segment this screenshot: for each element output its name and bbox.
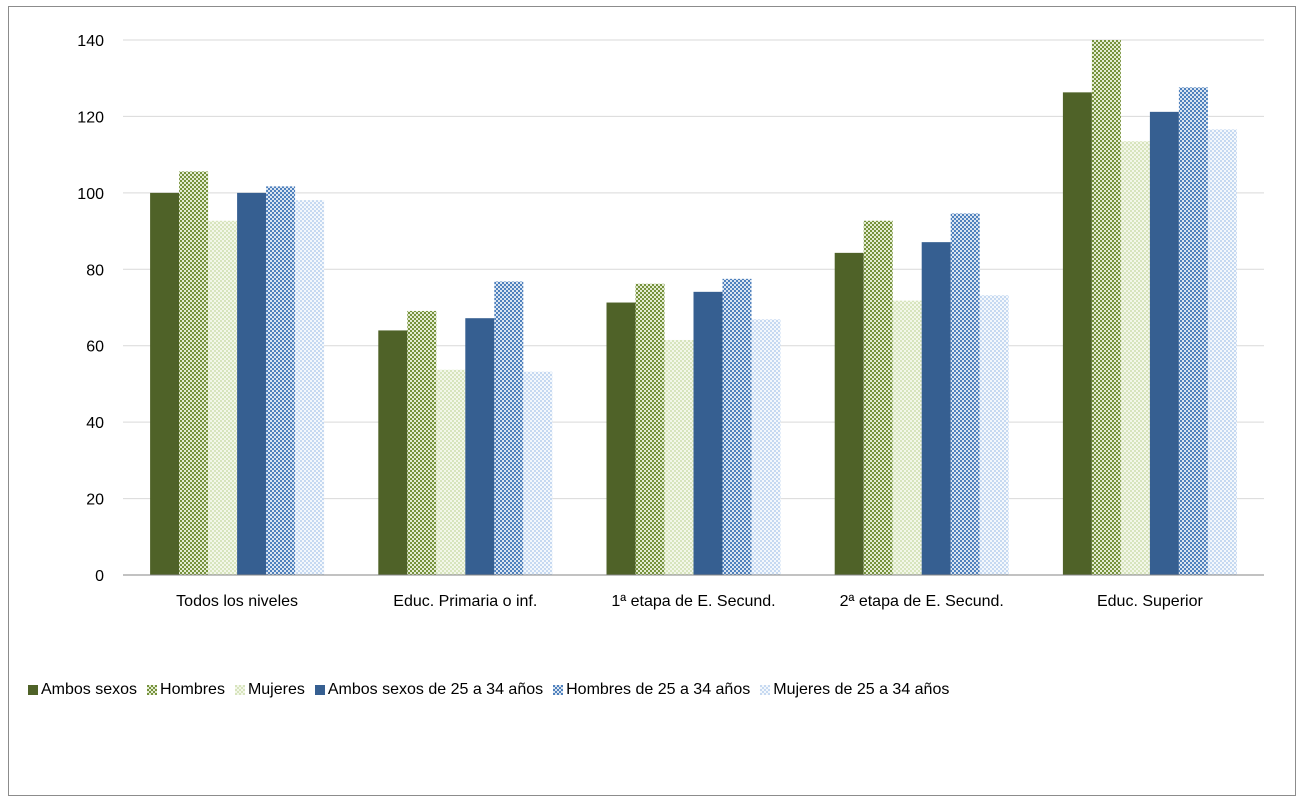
bar [664, 339, 694, 575]
bar [921, 242, 951, 575]
y-tick-label: 20 [86, 492, 104, 509]
legend-item: Mujeres de 25 a 34 años [760, 681, 949, 699]
bar [1178, 87, 1208, 575]
bar [751, 319, 781, 575]
bar [436, 369, 466, 575]
bar [693, 291, 723, 575]
legend-label: Mujeres de 25 a 34 años [773, 681, 950, 698]
y-axis-tick-labels: 0 20 40 60 80 100 120 140 [77, 33, 104, 585]
bar [266, 186, 296, 575]
bar [179, 171, 209, 575]
bar [150, 192, 180, 575]
legend-item: Ambos sexos [28, 681, 137, 699]
bar [295, 200, 325, 575]
x-tick-label: Todos los niveles [176, 593, 298, 610]
legend-swatch [760, 685, 771, 695]
legend-swatch [28, 685, 38, 695]
legend-swatch [553, 685, 564, 695]
legend-label: Mujeres [247, 681, 305, 698]
y-tick-label: 0 [95, 568, 104, 585]
bar [378, 330, 408, 575]
bar [892, 300, 922, 575]
y-tick-label: 80 [86, 262, 104, 279]
bar [208, 220, 238, 575]
legend-item: Mujeres [234, 681, 305, 699]
x-axis-tick-labels: Todos los niveles Educ. Primaria o inf. 1ª… [176, 593, 1203, 610]
y-tick-label: 40 [86, 415, 104, 432]
legend-label: Ambos sexos de 25 a 34 años [327, 681, 544, 698]
legend-label: Hombres de 25 a 34 años [566, 681, 751, 698]
legend-item: Hombres [147, 681, 225, 699]
legend-swatch [234, 685, 245, 695]
bar [950, 213, 980, 575]
bar [494, 281, 524, 575]
legend-item: Hombres de 25 a 34 años [553, 681, 750, 699]
y-tick-label: 60 [86, 339, 104, 356]
bar [465, 318, 495, 575]
legend-swatch [147, 685, 158, 695]
bar [1062, 92, 1092, 575]
legend-label: Ambos sexos [41, 681, 138, 698]
bar [407, 310, 437, 575]
x-tick-label: 2ª etapa de E. Secund. [840, 593, 1004, 610]
bar [834, 252, 864, 575]
legend-label: Hombres [160, 681, 225, 698]
bar [1149, 111, 1179, 575]
x-tick-label: Educ. Primaria o inf. [393, 593, 537, 610]
bar [979, 295, 1009, 575]
x-tick-label: 1ª etapa de E. Secund. [611, 593, 775, 610]
bar [1091, 40, 1121, 575]
bar [722, 278, 752, 575]
bar [863, 220, 893, 575]
legend: Ambos sexos Hombres Mujeres Ambos sexos de … [28, 680, 959, 700]
bar [523, 371, 553, 575]
bars [150, 40, 1237, 575]
legend-item: Ambos sexos de 25 a 34 años [314, 681, 544, 699]
bar [1207, 129, 1237, 575]
bar [606, 302, 636, 575]
x-tick-label: Educ. Superior [1097, 593, 1204, 610]
y-tick-label: 140 [77, 33, 104, 50]
y-tick-label: 100 [77, 186, 104, 203]
bar [237, 192, 267, 575]
bar [635, 283, 665, 575]
legend-swatch [314, 685, 325, 695]
bar [1120, 141, 1150, 575]
y-tick-label: 120 [77, 109, 104, 126]
